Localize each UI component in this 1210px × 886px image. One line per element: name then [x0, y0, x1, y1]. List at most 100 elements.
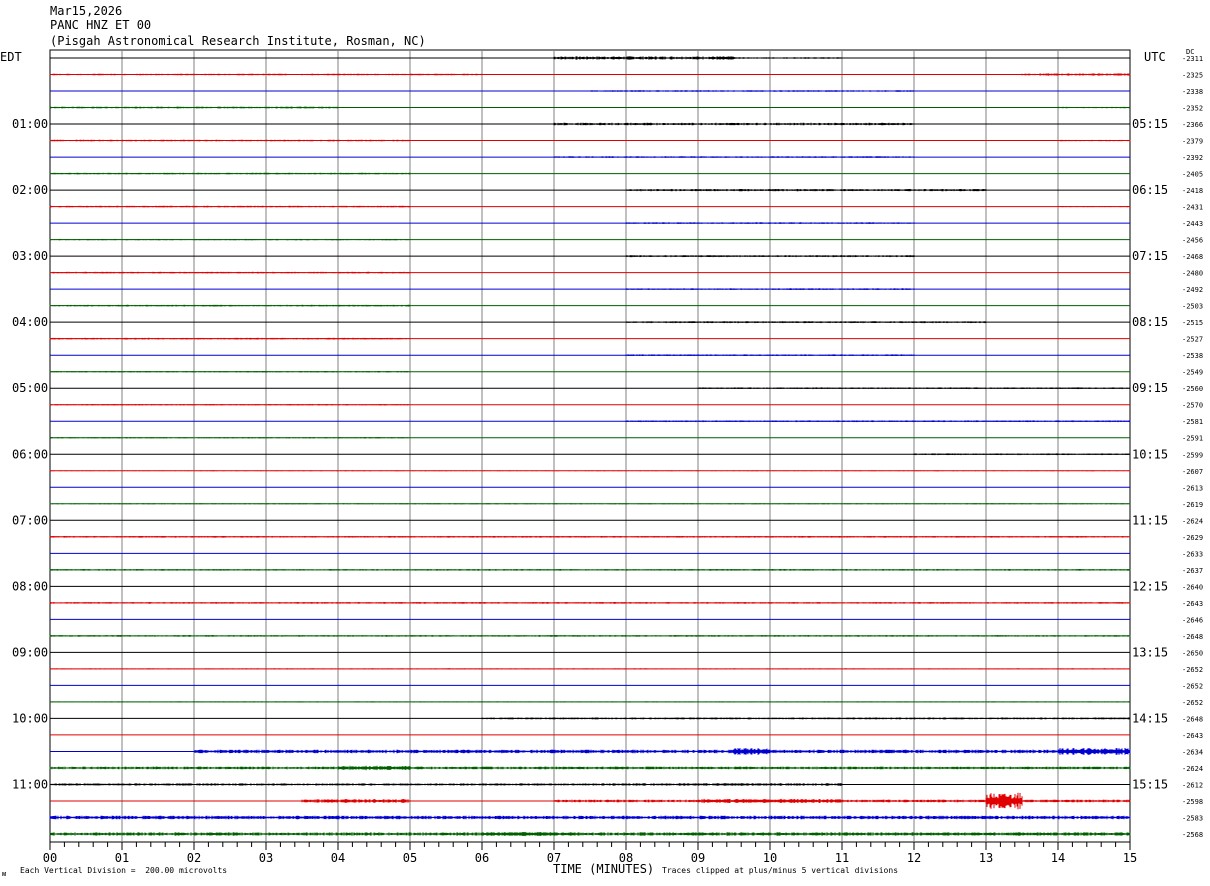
trace-noise [625, 288, 915, 290]
dc-value-label: -2648 [1182, 715, 1203, 723]
dc-value-label: -2405 [1182, 171, 1203, 179]
right-timezone-label: UTC [1144, 50, 1166, 64]
trace-noise [49, 832, 1131, 836]
dc-value-label: -2325 [1182, 72, 1203, 80]
clip-note: Traces clipped at plus/minus 5 vertical … [662, 866, 899, 875]
x-tick-label: 03 [259, 851, 273, 865]
dc-value-label: -2634 [1182, 748, 1203, 756]
dc-value-label: -2480 [1182, 270, 1203, 278]
utc-hour-label: 07:15 [1132, 249, 1168, 263]
dc-value-label: -2538 [1182, 352, 1203, 360]
utc-hour-label: 15:15 [1132, 777, 1168, 791]
x-tick-label: 14 [1051, 851, 1065, 865]
trace-noise [985, 792, 1023, 810]
dc-value-label: -2612 [1182, 781, 1203, 789]
dc-value-label: -2613 [1182, 484, 1203, 492]
edt-hour-label: 06:00 [12, 447, 48, 461]
dc-value-label: -2640 [1182, 583, 1203, 591]
trace-noise [589, 90, 915, 92]
edt-hour-label: 03:00 [12, 249, 48, 263]
trace-noise [1021, 73, 1131, 76]
trace-noise [49, 238, 411, 241]
x-tick-label: 01 [115, 851, 129, 865]
dc-value-label: -2643 [1182, 732, 1203, 740]
trace-noise [625, 420, 1131, 423]
dc-value-label: -2352 [1182, 105, 1203, 113]
trace-noise [49, 766, 1131, 770]
trace-noise [733, 748, 771, 755]
x-tick-label: 06 [475, 851, 489, 865]
trace-noise [49, 569, 1131, 571]
trace-noise [625, 321, 987, 324]
trace-noise [49, 536, 1131, 538]
dc-value-label: -2652 [1182, 682, 1203, 690]
dc-value-label: -2515 [1182, 319, 1203, 327]
utc-hour-label: 11:15 [1132, 513, 1168, 527]
dc-value-label: -2591 [1182, 435, 1203, 443]
utc-hour-label: 09:15 [1132, 381, 1168, 395]
edt-hour-label: 08:00 [12, 579, 48, 593]
trace-noise [49, 404, 411, 406]
trace-noise [697, 387, 1131, 390]
dc-value-label: -2633 [1182, 550, 1203, 558]
trace-noise [1057, 206, 1131, 208]
utc-hour-label: 05:15 [1132, 117, 1168, 131]
trace-noise [1057, 139, 1131, 142]
dc-value-label: -2652 [1182, 699, 1203, 707]
trace-noise [1057, 106, 1131, 109]
trace-noise [481, 717, 1131, 720]
dc-value-label: -2503 [1182, 303, 1203, 311]
plot-frame [49, 49, 1131, 843]
edt-hour-label: 04:00 [12, 315, 48, 329]
edt-hour-label: 07:00 [12, 513, 48, 527]
dc-value-label: -2652 [1182, 666, 1203, 674]
x-axis-title: TIME (MINUTES) [553, 862, 655, 876]
utc-hour-label: 08:15 [1132, 315, 1168, 329]
trace-noise [625, 255, 915, 258]
trace-noise [481, 831, 555, 837]
dc-value-label: -2607 [1182, 468, 1203, 476]
trace-noise [49, 371, 411, 373]
dc-value-label: -2431 [1182, 204, 1203, 212]
dc-value-label: -2492 [1182, 286, 1203, 294]
dc-value-label: -2443 [1182, 220, 1203, 228]
dc-value-label: -2560 [1182, 385, 1203, 393]
corner-mark: ᴍ [2, 870, 7, 878]
dc-value-label: -2599 [1182, 451, 1203, 459]
trace-noise [625, 222, 915, 224]
trace-noise [49, 106, 339, 109]
dc-value-label: -2624 [1182, 517, 1203, 525]
x-tick-label: 02 [187, 851, 201, 865]
chart-station: PANC HNZ ET 00 [50, 18, 152, 32]
utc-hour-label: 13:15 [1132, 645, 1168, 659]
utc-hour-label: 10:15 [1132, 447, 1168, 461]
dc-value-label: -2570 [1182, 402, 1203, 410]
x-tick-label: 00 [43, 851, 57, 865]
x-tick-label: 08 [619, 851, 633, 865]
trace-noise [49, 815, 1131, 820]
trace-noise [49, 139, 411, 142]
dc-value-label: -2650 [1182, 649, 1203, 657]
x-tick-label: 12 [907, 851, 921, 865]
dc-value-label: -2311 [1182, 55, 1203, 63]
trace-noise [49, 470, 1131, 472]
dc-value-label: -2619 [1182, 501, 1203, 509]
trace-noise [553, 156, 915, 158]
x-tick-label: 07 [547, 851, 561, 865]
trace-noise [49, 635, 1131, 637]
trace-noise [337, 765, 411, 771]
trace-noise [49, 668, 1131, 670]
trace-noise [49, 271, 411, 274]
dc-value-label: -2648 [1182, 633, 1203, 641]
trace-noise [193, 749, 1131, 754]
trace-noise [49, 337, 411, 340]
trace-noise [49, 205, 411, 208]
trace-noise [301, 799, 411, 803]
trace-noise [553, 122, 915, 126]
x-tick-label: 04 [331, 851, 345, 865]
dc-value-label: -2527 [1182, 336, 1203, 344]
trace-noise [733, 57, 843, 59]
vertical-division-note: Each Vertical Division = 200.00 microvol… [20, 866, 228, 875]
dc-value-label: -2646 [1182, 616, 1203, 624]
trace-noise [625, 189, 987, 192]
